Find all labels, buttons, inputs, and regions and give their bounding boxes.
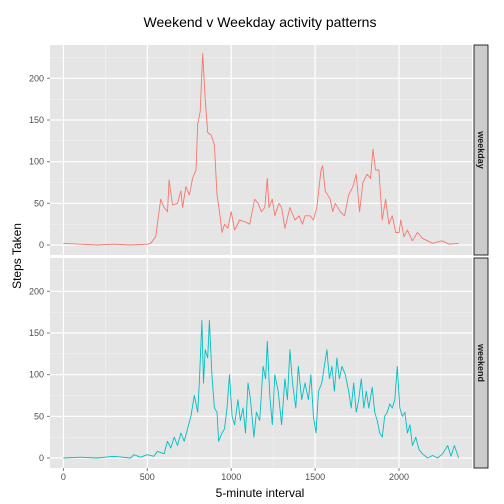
facet-strip-label: weekend bbox=[476, 343, 486, 382]
x-tick-label: 0 bbox=[61, 472, 66, 482]
x-tick-label: 500 bbox=[140, 472, 155, 482]
series-line-weekend bbox=[63, 320, 460, 459]
y-tick-label: 200 bbox=[29, 286, 44, 296]
y-tick-label: 100 bbox=[29, 157, 44, 167]
x-axis-title: 5-minute interval bbox=[216, 486, 305, 500]
chart-title: Weekend v Weekday activity patterns bbox=[144, 14, 377, 30]
panel-background bbox=[50, 258, 472, 468]
y-tick-label: 50 bbox=[34, 198, 44, 208]
y-tick-label: 200 bbox=[29, 73, 44, 83]
y-tick-label: 150 bbox=[29, 328, 44, 338]
facet-strip bbox=[473, 44, 489, 256]
series-line-weekday bbox=[63, 52, 459, 246]
y-tick-label: 150 bbox=[29, 115, 44, 125]
x-tick-label: 2000 bbox=[389, 472, 409, 482]
y-tick-label: 100 bbox=[29, 370, 44, 380]
facet-panel-weekend: 0 50 100 150 200 weekend bbox=[29, 257, 489, 469]
y-tick-label: 0 bbox=[39, 453, 44, 463]
panel-background bbox=[50, 45, 472, 255]
x-tick-label: 1000 bbox=[221, 472, 241, 482]
facet-panels: 0 50 100 150 200 weekday 0 50 100 150 200 weekend bbox=[29, 44, 489, 469]
x-tick-label: 1500 bbox=[305, 472, 325, 482]
x-axis: 0 500 1000 1500 2000 bbox=[61, 468, 409, 482]
y-axis-title: Steps Taken bbox=[10, 223, 24, 289]
facet-strip bbox=[473, 257, 489, 469]
facet-panel-weekday: 0 50 100 150 200 weekday bbox=[29, 44, 489, 256]
facet-strip-label: weekday bbox=[476, 130, 486, 169]
y-tick-label: 0 bbox=[39, 240, 44, 250]
y-tick-label: 50 bbox=[34, 411, 44, 421]
